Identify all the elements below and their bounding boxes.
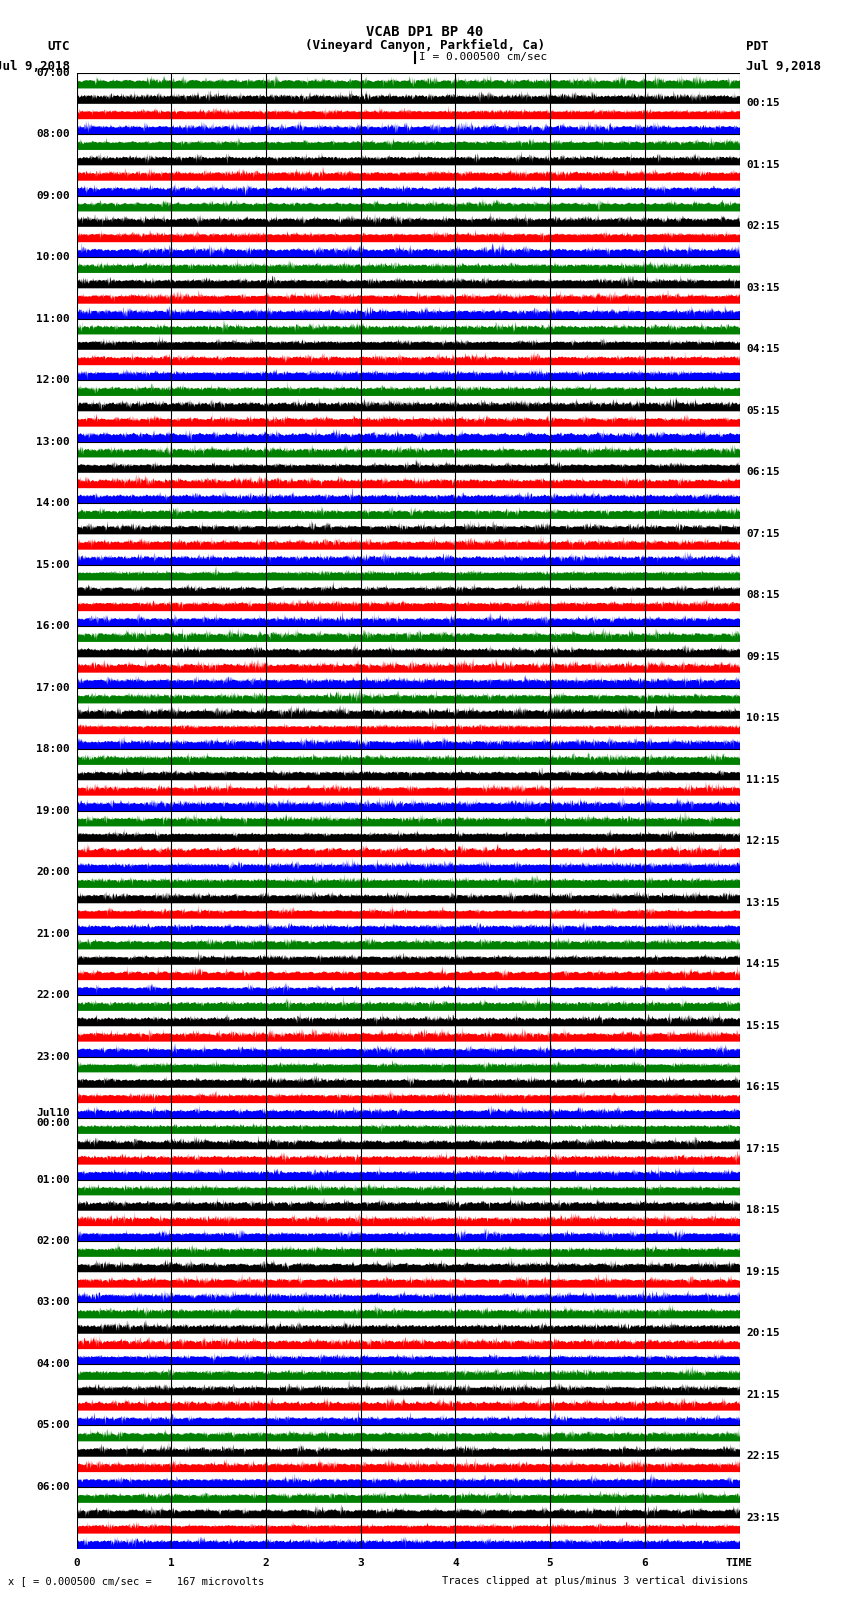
Text: 02:15: 02:15 [746,221,780,231]
Text: 06:00: 06:00 [36,1482,70,1492]
Text: 2: 2 [263,1558,269,1568]
Text: 09:15: 09:15 [746,652,780,661]
Text: 03:00: 03:00 [36,1297,70,1308]
Text: 10:00: 10:00 [36,252,70,261]
Text: 19:15: 19:15 [746,1266,780,1277]
Text: 16:15: 16:15 [746,1082,780,1092]
Text: 21:00: 21:00 [36,929,70,939]
Text: 14:15: 14:15 [746,960,780,969]
Text: PDT: PDT [746,40,768,53]
Text: 01:00: 01:00 [36,1174,70,1184]
Text: 23:15: 23:15 [746,1513,780,1523]
Text: 09:00: 09:00 [36,190,70,200]
Text: 18:00: 18:00 [36,744,70,753]
Text: 06:15: 06:15 [746,468,780,477]
Text: Jul 9,2018: Jul 9,2018 [746,60,821,73]
Text: 22:00: 22:00 [36,990,70,1000]
Text: 05:15: 05:15 [746,406,780,416]
Text: 19:00: 19:00 [36,805,70,816]
Text: 14:00: 14:00 [36,498,70,508]
Text: 12:15: 12:15 [746,836,780,847]
Text: 05:00: 05:00 [36,1421,70,1431]
Text: 21:15: 21:15 [746,1390,780,1400]
Text: 11:00: 11:00 [36,313,70,324]
Text: 6: 6 [642,1558,649,1568]
Text: 07:00: 07:00 [36,68,70,77]
Text: Jul10
00:00: Jul10 00:00 [36,1108,70,1129]
Text: VCAB DP1 BP 40: VCAB DP1 BP 40 [366,26,484,39]
Text: 0: 0 [73,1558,80,1568]
Text: 04:00: 04:00 [36,1360,70,1369]
Text: UTC: UTC [48,40,70,53]
Text: 13:15: 13:15 [746,898,780,908]
Text: 22:15: 22:15 [746,1452,780,1461]
Text: 01:15: 01:15 [746,160,780,169]
Text: 03:15: 03:15 [746,282,780,294]
Text: (Vineyard Canyon, Parkfield, Ca): (Vineyard Canyon, Parkfield, Ca) [305,39,545,52]
Text: 16:00: 16:00 [36,621,70,631]
Text: 12:00: 12:00 [36,376,70,386]
Text: 04:15: 04:15 [746,344,780,355]
Text: 3: 3 [357,1558,364,1568]
Text: 1: 1 [167,1558,174,1568]
Text: I = 0.000500 cm/sec: I = 0.000500 cm/sec [419,52,547,63]
Text: Traces clipped at plus/minus 3 vertical divisions: Traces clipped at plus/minus 3 vertical … [442,1576,748,1586]
Text: 23:00: 23:00 [36,1052,70,1061]
Text: 08:00: 08:00 [36,129,70,139]
Text: 5: 5 [547,1558,553,1568]
Text: Jul 9,2018: Jul 9,2018 [0,60,70,73]
Text: 02:00: 02:00 [36,1236,70,1245]
Text: 17:00: 17:00 [36,682,70,692]
Text: 15:15: 15:15 [746,1021,780,1031]
Text: 4: 4 [452,1558,459,1568]
Text: 00:15: 00:15 [746,98,780,108]
Text: 07:15: 07:15 [746,529,780,539]
Text: TIME: TIME [726,1558,753,1568]
Text: x [ = 0.000500 cm/sec =    167 microvolts: x [ = 0.000500 cm/sec = 167 microvolts [8,1576,264,1586]
Text: 18:15: 18:15 [746,1205,780,1215]
Text: 20:00: 20:00 [36,868,70,877]
Text: 17:15: 17:15 [746,1144,780,1153]
Text: 15:00: 15:00 [36,560,70,569]
Text: 13:00: 13:00 [36,437,70,447]
Text: 11:15: 11:15 [746,774,780,786]
Text: 10:15: 10:15 [746,713,780,723]
Text: 20:15: 20:15 [746,1327,780,1339]
Text: 08:15: 08:15 [746,590,780,600]
